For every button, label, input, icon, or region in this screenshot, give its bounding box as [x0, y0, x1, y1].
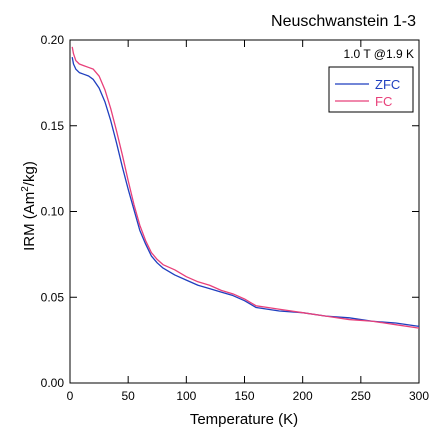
y-tick-label: 0.10	[41, 205, 65, 219]
series-line-zfc	[71, 57, 420, 328]
field-annotation: 1.0 T @1.9 K	[344, 47, 414, 61]
y-axis-label-tail: /kg)	[21, 161, 38, 186]
y-tick-label: 0.15	[41, 119, 65, 133]
x-tick-label: 150	[234, 389, 254, 403]
x-tick-label: 0	[67, 389, 74, 403]
x-tick-label: 300	[409, 389, 429, 403]
x-axis-ticks: 0 50 100 150 200 250 300	[67, 40, 429, 403]
y-axis-label: IRM (Am2/kg)	[20, 161, 38, 251]
x-axis-label: Temperature (K)	[190, 411, 298, 428]
series-line-fc	[71, 46, 420, 329]
legend-box	[328, 66, 414, 113]
y-axis-label-superscript: 2	[20, 186, 31, 192]
x-tick-label: 50	[121, 389, 135, 403]
y-axis-ticks: 0.00 0.05 0.10 0.15 0.20	[41, 33, 419, 390]
y-tick-label: 0.00	[41, 376, 65, 390]
series-lines	[71, 46, 420, 329]
y-axis-label-main: IRM (Am	[21, 192, 38, 251]
chart-title: Neuschwanstein 1-3	[271, 13, 416, 30]
x-tick-label: 200	[293, 389, 313, 403]
legend: ZFC FC	[335, 77, 400, 109]
y-tick-label: 0.05	[41, 290, 65, 304]
x-tick-label: 250	[351, 389, 371, 403]
y-tick-label: 0.20	[41, 33, 65, 47]
legend-label-fc: FC	[375, 94, 392, 109]
legend-label-zfc: ZFC	[375, 77, 400, 92]
x-tick-label: 100	[176, 389, 196, 403]
